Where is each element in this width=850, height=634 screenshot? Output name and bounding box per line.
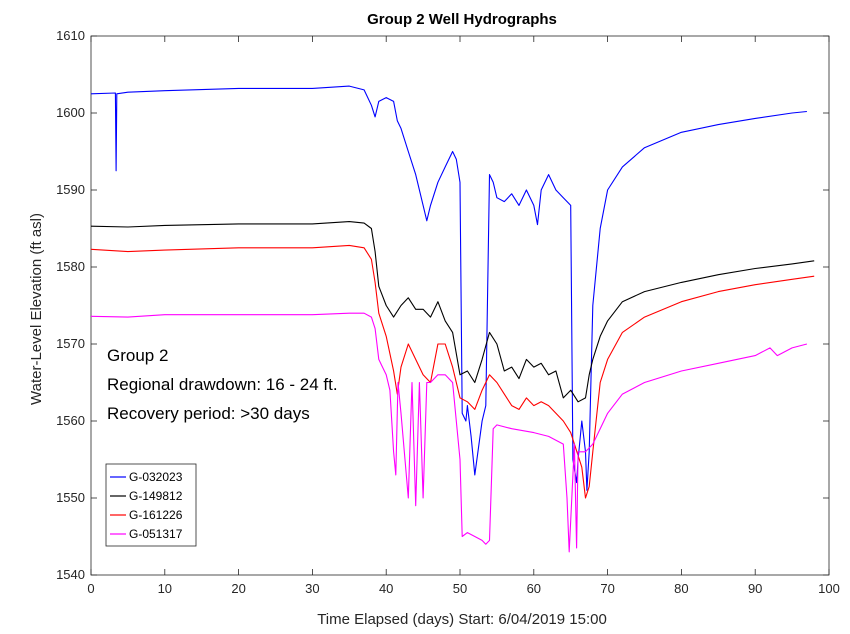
x-tick-label: 60 — [527, 581, 541, 596]
x-tick-label: 50 — [453, 581, 467, 596]
x-tick-label: 40 — [379, 581, 393, 596]
y-tick-label: 1540 — [56, 567, 85, 582]
y-tick-label: 1600 — [56, 105, 85, 120]
y-tick-label: 1610 — [56, 28, 85, 43]
x-tick-label: 80 — [674, 581, 688, 596]
x-tick-label: 0 — [87, 581, 94, 596]
x-tick-label: 70 — [600, 581, 614, 596]
series-line-G-149812 — [91, 221, 815, 403]
legend: G-032023 G-149812 G-161226 G-051317 — [105, 463, 197, 547]
legend-label: G-051317 — [129, 527, 183, 541]
y-tick-label: 1570 — [56, 336, 85, 351]
y-tick-label: 1550 — [56, 490, 85, 505]
series-line-G-032023 — [91, 85, 807, 491]
x-tick-label: 90 — [748, 581, 762, 596]
chart-title: Group 2 Well Hydrographs — [367, 11, 557, 28]
y-tick-label: 1560 — [56, 413, 85, 428]
annotation-block: Group 2 Regional drawdown: 16 - 24 ft. R… — [107, 346, 338, 423]
x-tick-label: 30 — [305, 581, 319, 596]
plot-area: 0 10 20 30 40 50 60 70 80 90 100 1540 1550 1560 1570 15… — [56, 28, 840, 596]
x-tick-label: 100 — [818, 581, 840, 596]
legend-label: G-149812 — [129, 489, 183, 503]
annotation-line-2: Regional drawdown: 16 - 24 ft. — [107, 375, 338, 394]
y-tick-label: 1580 — [56, 259, 85, 274]
x-tick-label: 20 — [231, 581, 245, 596]
legend-box — [105, 463, 197, 547]
series-line-G-161226 — [91, 244, 815, 499]
x-axis-label: Time Elapsed (days) Start: 6/04/2019 15:… — [317, 611, 607, 628]
y-tick-label: 1590 — [56, 182, 85, 197]
legend-label: G-032023 — [129, 470, 183, 484]
y-axis-label: Water-Level Elevation (ft asl) — [28, 213, 45, 405]
x-tick-label: 10 — [158, 581, 172, 596]
series-group — [91, 85, 815, 553]
series-line-G-051317 — [91, 312, 808, 553]
annotation-line-3: Recovery period: >30 days — [107, 404, 310, 423]
annotation-line-1: Group 2 — [107, 346, 168, 365]
legend-label: G-161226 — [129, 508, 183, 522]
